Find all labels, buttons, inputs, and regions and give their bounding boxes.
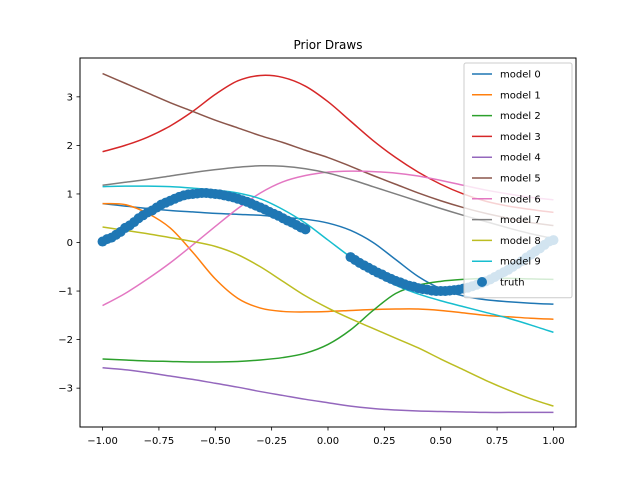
truth-point [300, 224, 311, 235]
x-tick-label: −0.25 [256, 436, 287, 447]
y-tick-label: 2 [67, 141, 73, 152]
x-tick-label: −1.00 [87, 436, 118, 447]
legend-label: model 5 [500, 174, 541, 185]
y-tick-label: 1 [67, 189, 73, 200]
x-tick-label: 0.50 [430, 436, 452, 447]
legend: model 0 model 1 model 2 model 3 model 4 model… [463, 62, 573, 299]
chart-title: Prior Draws [294, 38, 363, 52]
series-line-model-0 [102, 202, 554, 305]
y-axis: −3 −2 −1 0 1 2 3 [58, 92, 80, 395]
legend-label: model 1 [500, 90, 541, 101]
y-tick-label: −3 [58, 384, 73, 395]
series-line-model-8 [102, 226, 554, 407]
x-tick-label: −0.75 [144, 436, 175, 447]
x-axis: −1.00 −0.75 −0.50 −0.25 0.00 0.25 0.50 0.75 1.00 [87, 427, 565, 447]
x-tick-label: 1.00 [542, 436, 564, 447]
x-tick-label: 0.25 [373, 436, 395, 447]
legend-label: model 6 [500, 194, 541, 205]
legend-label: model 7 [500, 215, 541, 226]
legend-label: model 4 [500, 153, 541, 164]
y-tick-label: −2 [58, 335, 73, 346]
y-tick-label: 0 [67, 238, 73, 249]
legend-label: truth [500, 278, 525, 289]
legend-label: model 9 [500, 257, 541, 268]
legend-box [463, 62, 573, 299]
legend-label: model 3 [500, 132, 541, 143]
legend-label: model 8 [500, 236, 541, 247]
legend-label: model 2 [500, 111, 541, 122]
x-tick-label: 0.75 [486, 436, 508, 447]
series-line-model-4 [102, 367, 554, 414]
series-line-model-1 [102, 202, 554, 320]
y-tick-label: −1 [58, 287, 73, 298]
legend-label: model 0 [500, 70, 541, 81]
y-tick-label: 3 [67, 92, 73, 103]
x-tick-label: 0.00 [317, 436, 339, 447]
legend-swatch [477, 277, 487, 287]
x-tick-label: −0.50 [200, 436, 231, 447]
series-line-model-9 [102, 185, 554, 334]
